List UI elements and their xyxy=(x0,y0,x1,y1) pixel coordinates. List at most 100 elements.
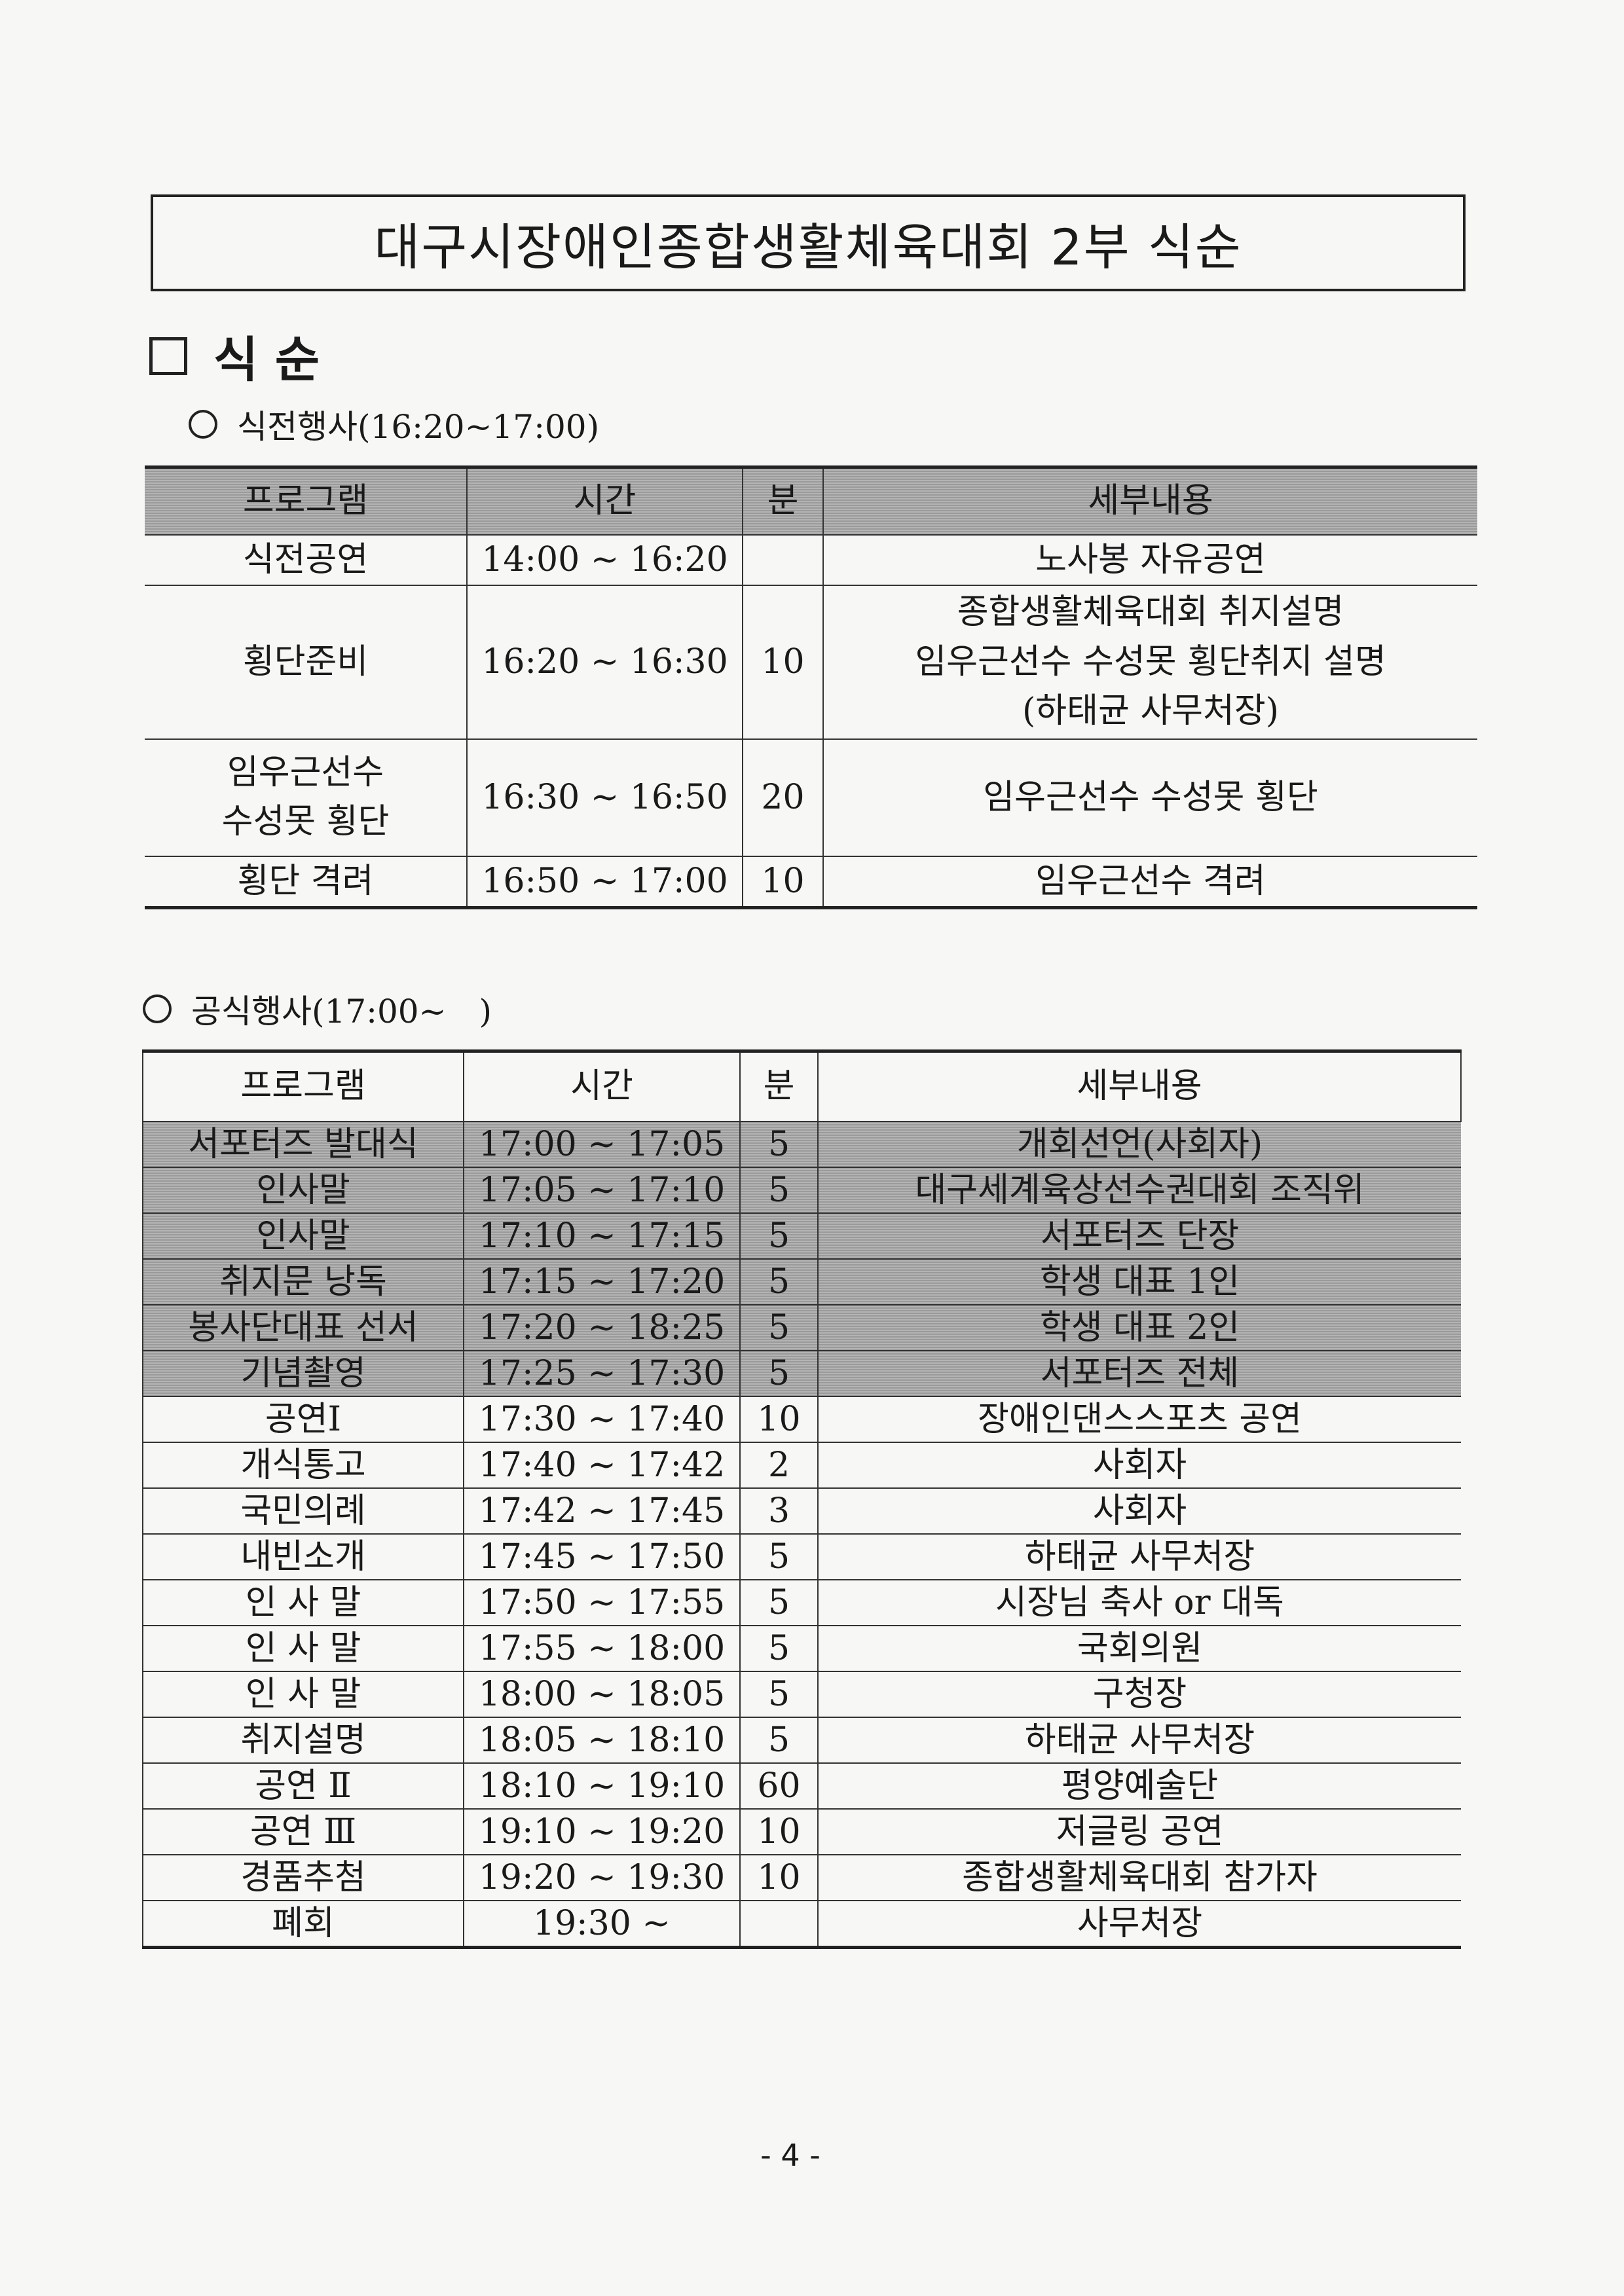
cell-detail: 사회자 xyxy=(817,1442,1461,1489)
pre-event-heading: 식전행사(16:20~17:00) xyxy=(189,401,599,448)
pre-event-table: 프로그램 시간 분 세부내용 식전공연 14:00 ~ 16:20 노사봉 자유공연… xyxy=(145,465,1477,910)
cell-minutes: 60 xyxy=(739,1762,819,1810)
square-bullet-icon xyxy=(149,337,187,375)
cell-program: 공연 Ⅲ xyxy=(143,1808,464,1855)
table-row: 횡단 격려 16:50 ~ 17:00 10 임우근선수 격려 xyxy=(145,855,1477,909)
cell-program: 경품추첨 xyxy=(143,1854,464,1901)
column-header: 시간 xyxy=(463,1050,741,1122)
cell-detail: 하태균 사무처장 xyxy=(817,1533,1461,1580)
table-row: 인 사 말 17:55 ~ 18:00 5 국회의원 xyxy=(143,1625,1461,1672)
cell-detail: 대구세계육상선수권대회 조직위 xyxy=(817,1167,1461,1214)
cell-minutes: 2 xyxy=(739,1442,819,1489)
section-heading: 식 순 xyxy=(149,321,320,391)
table-row: 공연 Ⅲ 19:10 ~ 19:20 10 저글링 공연 xyxy=(143,1808,1461,1855)
table-row: 공연Ⅰ 17:30 ~ 17:40 10 장애인댄스스포츠 공연 xyxy=(143,1396,1461,1443)
table-row: 기념촬영 17:25 ~ 17:30 5 서포터즈 전체 xyxy=(143,1350,1461,1397)
column-header: 시간 xyxy=(466,466,743,536)
table-row: 취지문 낭독 17:15 ~ 17:20 5 학생 대표 1인 xyxy=(143,1258,1461,1305)
table-row: 식전공연 14:00 ~ 16:20 노사봉 자유공연 xyxy=(145,534,1477,586)
table-row: 인 사 말 18:00 ~ 18:05 5 구청장 xyxy=(143,1671,1461,1718)
cell-minutes xyxy=(739,1900,819,1948)
section-heading-text: 식 순 xyxy=(213,332,320,388)
column-header: 분 xyxy=(742,466,824,536)
cell-program: 식전공연 xyxy=(145,534,468,586)
cell-time: 18:00 ~ 18:05 xyxy=(463,1671,741,1718)
cell-program: 국민의례 xyxy=(143,1487,464,1535)
cell-detail: 학생 대표 2인 xyxy=(817,1304,1461,1351)
official-event-table: 프로그램 시간 분 세부내용 서포터즈 발대식 17:00 ~ 17:05 5 개회선… xyxy=(142,1049,1462,1949)
column-header: 프로그램 xyxy=(145,466,468,536)
cell-detail: 사무처장 xyxy=(817,1900,1461,1948)
table-row: 폐회 19:30 ~ 사무처장 xyxy=(143,1900,1461,1948)
circle-bullet-icon xyxy=(143,994,172,1023)
cell-program: 인 사 말 xyxy=(143,1625,464,1672)
cell-minutes: 5 xyxy=(739,1717,819,1764)
cell-program: 취지문 낭독 xyxy=(143,1258,464,1305)
cell-detail: 서포터즈 전체 xyxy=(817,1350,1461,1397)
cell-detail: 사회자 xyxy=(817,1487,1461,1535)
document-title: 대구시장애인종합생활체육대회 2부 식순 xyxy=(151,194,1466,291)
cell-detail: 장애인댄스스포츠 공연 xyxy=(817,1396,1461,1443)
cell-program: 폐회 xyxy=(143,1900,464,1948)
cell-time: 17:15 ~ 17:20 xyxy=(463,1258,741,1305)
cell-time: 17:30 ~ 17:40 xyxy=(463,1396,741,1443)
official-event-heading: 공식행사(17:00~ ) xyxy=(143,985,492,1032)
column-header: 분 xyxy=(739,1050,819,1122)
cell-minutes: 5 xyxy=(739,1121,819,1168)
cell-program: 취지설명 xyxy=(143,1717,464,1764)
cell-program: 봉사단대표 선서 xyxy=(143,1304,464,1351)
cell-detail: 임우근선수 수성못 횡단 xyxy=(822,738,1477,857)
table-row: 봉사단대표 선서 17:20 ~ 18:25 5 학생 대표 2인 xyxy=(143,1304,1461,1351)
cell-minutes: 5 xyxy=(739,1671,819,1718)
cell-minutes: 10 xyxy=(739,1808,819,1855)
official-event-heading-text: 공식행사(17:00~ ) xyxy=(191,993,492,1030)
table-row: 내빈소개 17:45 ~ 17:50 5 하태균 사무처장 xyxy=(143,1533,1461,1580)
cell-minutes xyxy=(742,534,824,586)
cell-time: 18:05 ~ 18:10 xyxy=(463,1717,741,1764)
table-row: 인사말 17:10 ~ 17:15 5 서포터즈 단장 xyxy=(143,1212,1461,1260)
cell-time: 16:30 ~ 16:50 xyxy=(466,738,743,857)
cell-detail: 종합생활체육대회 참가자 xyxy=(817,1854,1461,1901)
table-row: 국민의례 17:42 ~ 17:45 3 사회자 xyxy=(143,1487,1461,1535)
cell-minutes: 5 xyxy=(739,1625,819,1672)
cell-time: 17:25 ~ 17:30 xyxy=(463,1350,741,1397)
cell-detail: 종합생활체육대회 취지설명 임우근선수 수성못 횡단취지 설명 (하태균 사무처… xyxy=(822,584,1477,740)
cell-minutes: 10 xyxy=(742,855,824,909)
cell-time: 16:20 ~ 16:30 xyxy=(466,584,743,740)
cell-time: 17:10 ~ 17:15 xyxy=(463,1212,741,1260)
cell-time: 17:45 ~ 17:50 xyxy=(463,1533,741,1580)
cell-detail: 저글링 공연 xyxy=(817,1808,1461,1855)
cell-detail: 임우근선수 격려 xyxy=(822,855,1477,909)
cell-detail: 개회선언(사회자) xyxy=(817,1121,1461,1168)
cell-detail: 서포터즈 단장 xyxy=(817,1212,1461,1260)
cell-detail: 평양예술단 xyxy=(817,1762,1461,1810)
cell-minutes: 5 xyxy=(739,1579,819,1626)
cell-program: 횡단 격려 xyxy=(145,855,468,909)
cell-time: 17:50 ~ 17:55 xyxy=(463,1579,741,1626)
column-header: 프로그램 xyxy=(143,1050,464,1122)
cell-detail: 시장님 축사 or 대독 xyxy=(817,1579,1461,1626)
cell-minutes: 10 xyxy=(739,1854,819,1901)
table-row: 횡단준비 16:20 ~ 16:30 10 종합생활체육대회 취지설명 임우근선수 수… xyxy=(145,584,1477,740)
cell-program: 서포터즈 발대식 xyxy=(143,1121,464,1168)
cell-minutes: 5 xyxy=(739,1350,819,1397)
table-header-row: 프로그램 시간 분 세부내용 xyxy=(145,466,1477,536)
table-row: 임우근선수 수성못 횡단 16:30 ~ 16:50 20 임우근선수 수성못 횡단 xyxy=(145,738,1477,857)
table-row: 인 사 말 17:50 ~ 17:55 5 시장님 축사 or 대독 xyxy=(143,1579,1461,1626)
cell-time: 17:05 ~ 17:10 xyxy=(463,1167,741,1214)
cell-minutes: 5 xyxy=(739,1167,819,1214)
cell-program: 인사말 xyxy=(143,1167,464,1214)
cell-minutes: 3 xyxy=(739,1487,819,1535)
cell-detail: 노사봉 자유공연 xyxy=(822,534,1477,586)
cell-time: 19:10 ~ 19:20 xyxy=(463,1808,741,1855)
cell-minutes: 5 xyxy=(739,1212,819,1260)
cell-time: 17:40 ~ 17:42 xyxy=(463,1442,741,1489)
table-row: 인사말 17:05 ~ 17:10 5 대구세계육상선수권대회 조직위 xyxy=(143,1167,1461,1214)
table-row: 서포터즈 발대식 17:00 ~ 17:05 5 개회선언(사회자) xyxy=(143,1121,1461,1168)
cell-minutes: 5 xyxy=(739,1304,819,1351)
cell-minutes: 10 xyxy=(739,1396,819,1443)
cell-time: 19:30 ~ xyxy=(463,1900,741,1948)
table-header-row: 프로그램 시간 분 세부내용 xyxy=(143,1050,1462,1122)
cell-program: 기념촬영 xyxy=(143,1350,464,1397)
cell-detail: 학생 대표 1인 xyxy=(817,1258,1461,1305)
